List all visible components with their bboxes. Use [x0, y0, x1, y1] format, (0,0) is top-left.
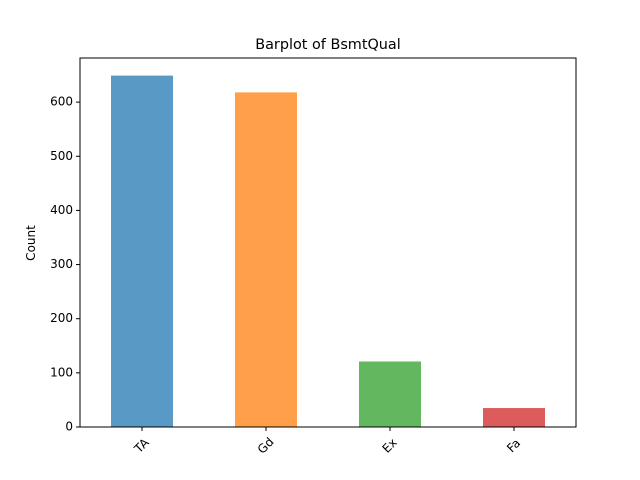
x-tick-label: Fa — [504, 436, 523, 455]
x-tick-label: Gd — [255, 435, 277, 457]
y-tick-label: 400 — [50, 203, 73, 217]
bar-ta — [111, 75, 173, 427]
axes-frame — [79, 57, 577, 428]
y-tick-label: 600 — [50, 95, 73, 109]
x-tick-label: Ex — [380, 436, 400, 456]
y-tick-label: 100 — [50, 365, 73, 379]
y-tick-label: 300 — [50, 257, 73, 271]
y-tick-label: 0 — [65, 420, 73, 434]
bars-group — [111, 75, 545, 427]
y-axis: 0 100 200 300 400 500 600 — [50, 95, 80, 434]
bar-fa — [483, 408, 545, 427]
y-tick-label: 200 — [50, 311, 73, 325]
y-axis-label: Count — [24, 225, 38, 261]
y-tick-label: 500 — [50, 149, 73, 163]
x-tick-label: TA — [131, 435, 152, 456]
bar-ex — [359, 361, 421, 427]
x-axis: TA Gd Ex Fa — [131, 427, 523, 457]
bar-gd — [235, 92, 297, 427]
chart-title: Barplot of BsmtQual — [255, 37, 401, 53]
